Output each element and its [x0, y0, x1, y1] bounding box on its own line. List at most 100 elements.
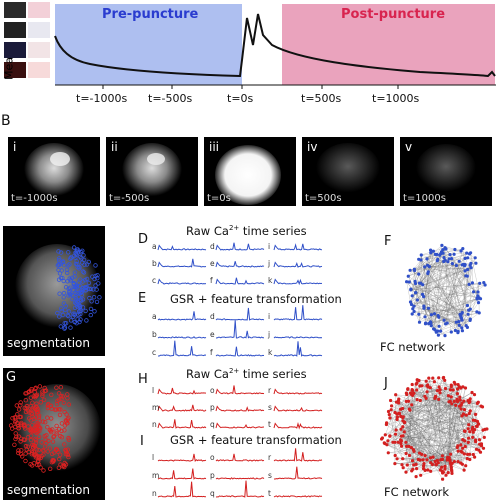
- network-node: [434, 463, 438, 467]
- network-edge: [385, 399, 399, 435]
- network-node: [468, 317, 472, 321]
- network-node: [441, 251, 445, 255]
- network-node: [410, 294, 414, 298]
- network-node: [459, 443, 463, 447]
- segmentation-image-blue: segmentation: [3, 226, 105, 356]
- panel-b-letter: B: [1, 113, 11, 129]
- network-node: [427, 376, 431, 380]
- network-node: [442, 318, 446, 322]
- roi-marker: [76, 290, 82, 295]
- network-node: [473, 455, 477, 459]
- network-node: [433, 459, 437, 464]
- network-node: [401, 425, 405, 429]
- roi-marker: [56, 465, 62, 470]
- network-node: [395, 417, 399, 422]
- network-edge: [423, 296, 436, 330]
- roi-marker: [74, 284, 80, 289]
- roi-marker: [45, 403, 50, 408]
- network-node: [456, 329, 460, 334]
- network-node: [410, 459, 415, 463]
- roi-marker: [71, 245, 77, 250]
- network-node: [407, 453, 412, 458]
- network-node: [415, 378, 419, 382]
- roi-marker: [54, 423, 59, 429]
- network-node: [452, 399, 456, 403]
- network-node: [454, 320, 458, 324]
- frame-tile-5: v t=1000s: [400, 137, 492, 206]
- network-edge: [401, 435, 468, 459]
- network-edge: [423, 305, 462, 328]
- roi-marker: [29, 427, 34, 433]
- roi-marker: [38, 400, 43, 405]
- network-edge: [416, 399, 422, 455]
- roi-marker: [75, 247, 80, 252]
- network-edge: [419, 400, 461, 454]
- roi-marker: [59, 421, 65, 426]
- roi-marker: [23, 443, 29, 449]
- trace-s: [273, 405, 323, 412]
- trace-label-i: i: [268, 242, 271, 251]
- network-node: [445, 458, 449, 462]
- roi-marker: [36, 462, 42, 467]
- network-node: [440, 465, 444, 469]
- network-node: [457, 323, 461, 327]
- gsr-title-i: GSR + feature transformation: [170, 433, 342, 447]
- roi-marker: [39, 440, 44, 445]
- network-node: [418, 451, 422, 455]
- network-node: [399, 441, 403, 446]
- trace-label-b: b: [152, 330, 157, 339]
- segmentation-image-red: segmentation: [3, 368, 105, 500]
- roi-marker: [40, 393, 45, 398]
- network-node: [411, 391, 415, 396]
- frame-roman-2: ii: [111, 140, 118, 154]
- roi-marker: [78, 254, 83, 260]
- network-edge: [430, 312, 480, 324]
- network-edge: [416, 389, 461, 464]
- network-node: [432, 327, 436, 331]
- network-node: [428, 321, 432, 325]
- roi-marker: [45, 449, 50, 454]
- network-edge: [463, 264, 467, 326]
- thumbnail-7: [4, 62, 26, 78]
- network-node: [427, 265, 431, 269]
- network-node: [460, 329, 464, 333]
- roi-marker: [61, 290, 67, 296]
- network-edge: [418, 380, 453, 464]
- network-edge: [448, 401, 452, 468]
- trace-label-t: t: [268, 489, 271, 498]
- network-node: [406, 274, 410, 278]
- roi-marker: [65, 313, 70, 318]
- roi-marker: [29, 451, 35, 457]
- roi-marker: [54, 407, 59, 412]
- trace-label-o: o: [210, 386, 215, 395]
- roi-marker: [67, 262, 72, 267]
- network-node: [447, 257, 451, 261]
- trace-q: [215, 422, 265, 429]
- network-node: [434, 330, 438, 334]
- network-node: [431, 249, 435, 253]
- gsr-traces-red: [157, 448, 323, 498]
- network-node: [465, 457, 469, 461]
- network-edge: [414, 269, 446, 324]
- network-node: [394, 393, 398, 397]
- frame-time-1: t=-1000s: [11, 193, 58, 204]
- network-edge: [458, 402, 479, 452]
- frame-tile-4: iv t=500s: [302, 137, 394, 206]
- roi-marker: [16, 448, 21, 453]
- network-node: [462, 468, 466, 472]
- panel-f-letter: F: [384, 234, 392, 249]
- network-node: [476, 294, 480, 298]
- network-node: [437, 324, 441, 328]
- trace-label-k: k: [268, 348, 273, 357]
- fc-network-caption-j: FC network: [384, 485, 450, 499]
- network-edge: [438, 320, 471, 336]
- roi-marker: [23, 458, 28, 464]
- network-edge: [404, 387, 431, 432]
- roi-marker: [48, 428, 53, 433]
- network-node: [429, 469, 433, 473]
- trace-label-q: q: [210, 489, 215, 498]
- trace-label-r: r: [268, 386, 272, 395]
- network-node: [400, 444, 404, 448]
- network-node: [409, 446, 413, 450]
- network-edge: [391, 405, 479, 451]
